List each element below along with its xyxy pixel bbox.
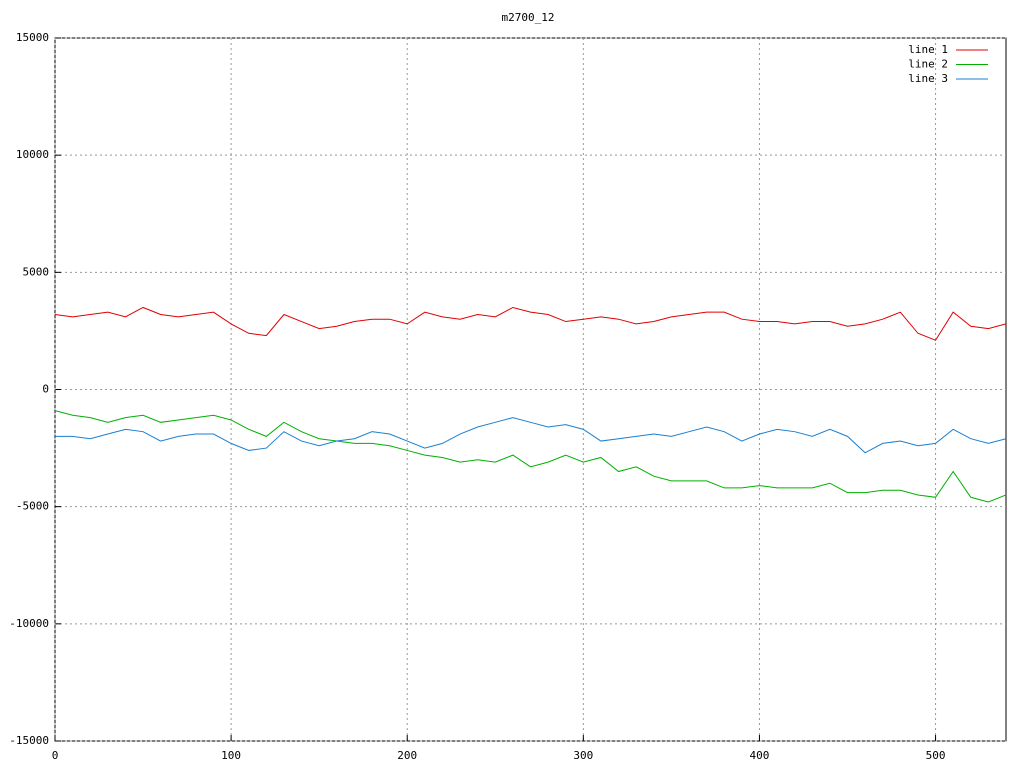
x-tick-label: 100 (221, 749, 241, 762)
x-tick-label: 300 (573, 749, 593, 762)
x-tick-label: 200 (397, 749, 417, 762)
y-tick-label: 5000 (23, 265, 50, 278)
data-line (54, 410, 1007, 503)
x-tick-label: 0 (52, 749, 59, 762)
x-tick-label: 500 (926, 749, 946, 762)
y-tick-label: -10000 (9, 617, 49, 630)
legend-label: line 3 (908, 72, 948, 85)
legend-label: line 1 (908, 43, 948, 56)
chart-title: m2700_12 (502, 11, 555, 24)
y-tick-label: -5000 (16, 500, 49, 513)
data-line (54, 306, 1007, 341)
y-tick-label: 10000 (16, 148, 49, 161)
data-line (55, 417, 1007, 454)
y-tick-label: -15000 (9, 734, 49, 747)
legend-label: line 2 (908, 58, 948, 71)
y-tick-label: 15000 (16, 31, 49, 44)
y-tick-label: 0 (42, 383, 49, 396)
x-tick-label: 400 (750, 749, 770, 762)
